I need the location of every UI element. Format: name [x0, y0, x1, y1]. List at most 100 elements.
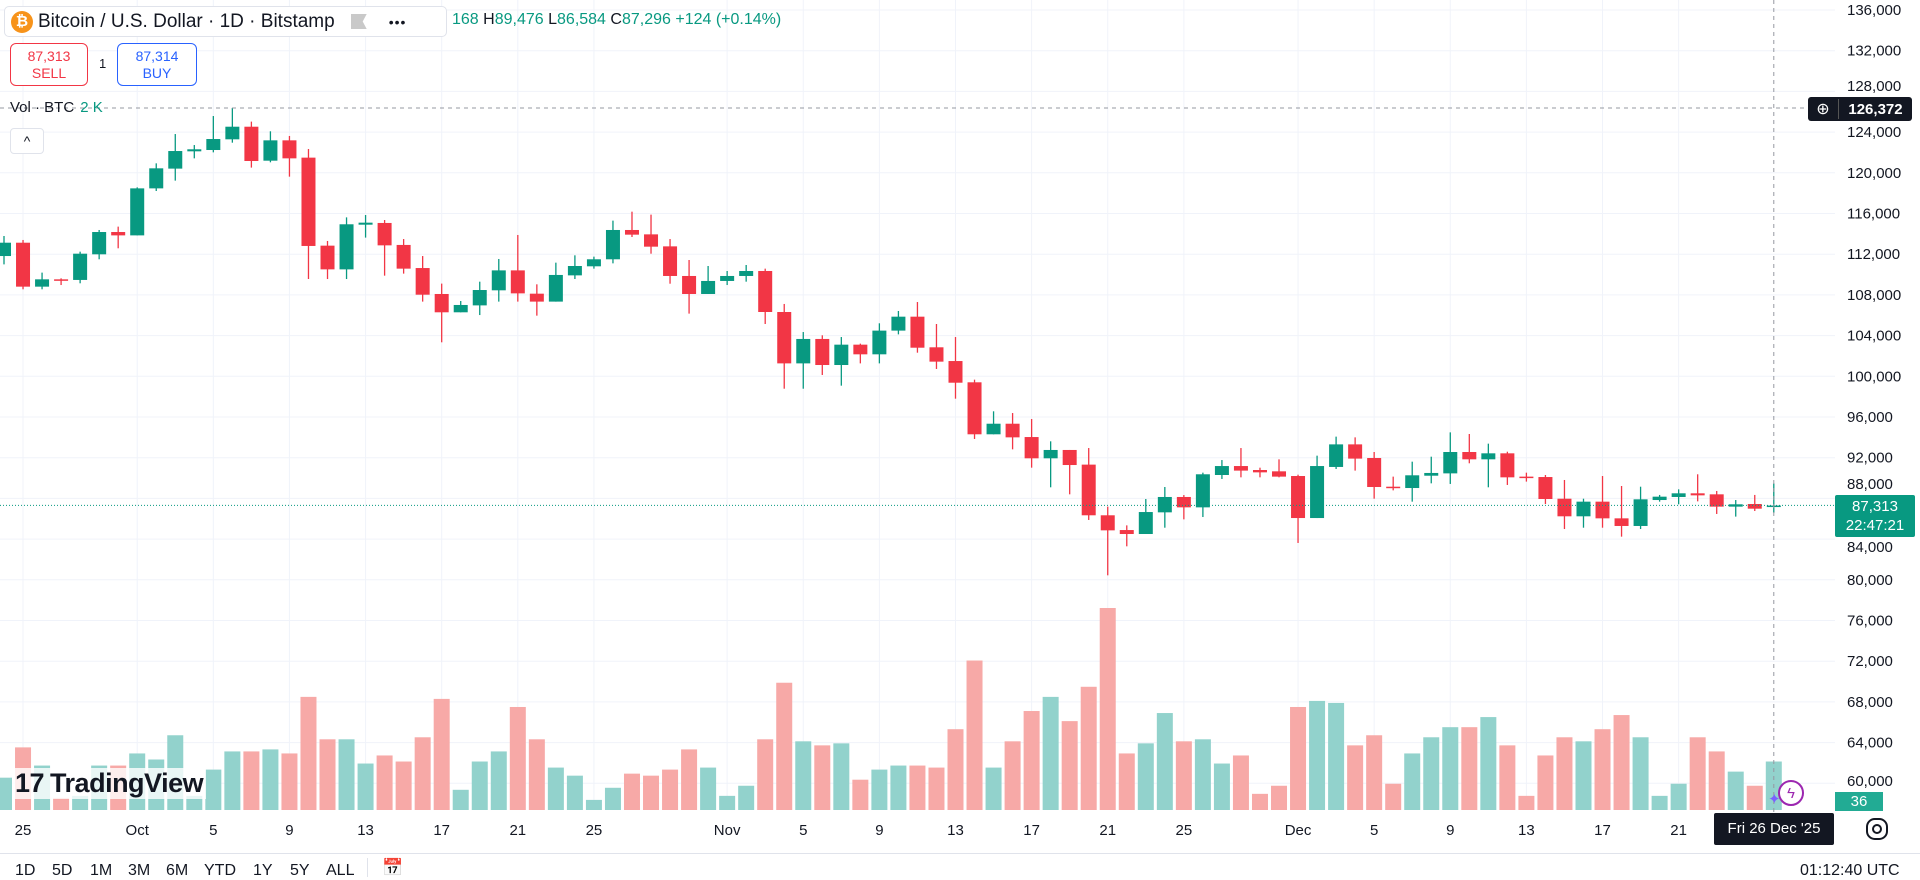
candle-body [358, 222, 373, 225]
sell-button[interactable]: 87,313 SELL [10, 43, 88, 86]
candle-body [1195, 474, 1210, 508]
volume-bar [243, 751, 260, 810]
high-marker-value: 126,372 [1848, 100, 1903, 118]
volume-bar [852, 779, 869, 810]
time-tick-label: 21 [1670, 822, 1687, 839]
volume-bar [1480, 717, 1497, 810]
volume-bar [395, 761, 412, 810]
candle-body [644, 234, 659, 247]
candle-body [986, 423, 1001, 435]
candle-body [16, 242, 31, 287]
candle-body [92, 232, 107, 255]
price-tick-label: 72,000 [1847, 653, 1893, 670]
range-button-1y[interactable]: 1Y [253, 862, 273, 879]
range-button-all[interactable]: ALL [326, 862, 355, 879]
volume-bar [528, 739, 545, 810]
volume-label: Vol · BTC [10, 99, 75, 116]
volume-bar [776, 682, 793, 810]
candle-body [777, 311, 792, 364]
volume-bar [1537, 755, 1554, 810]
price-tick-label: 100,000 [1847, 368, 1901, 385]
high-marker-badge[interactable]: ⊕ 126,372 [1808, 97, 1912, 121]
last-price: 87,313 [1852, 498, 1898, 515]
volume-bar [0, 777, 12, 810]
range-button-3m[interactable]: 3M [128, 862, 151, 879]
price-axis[interactable]: 136,000 132,000 128,000 124,000 120,000 116,0… [1847, 2, 1901, 790]
volume-bar [281, 753, 298, 810]
time-tick-label: 9 [285, 822, 293, 839]
volume-bar [1670, 783, 1687, 810]
candle-body [948, 361, 963, 383]
volume-bar [376, 755, 393, 810]
candle-body [853, 344, 868, 355]
plus-circle-icon[interactable]: ⊕ [1808, 99, 1839, 119]
volume-bar [1423, 737, 1440, 810]
candle-body [54, 279, 69, 281]
bar-countdown: 22:47:21 [1845, 517, 1905, 534]
price-tick-label: 104,000 [1847, 328, 1901, 345]
volume-bar [490, 751, 507, 810]
candle-body [929, 347, 944, 362]
symbol-legend[interactable]: ₿ Bitcoin / U.S. Dollar · 1D · Bitstamp … [4, 6, 447, 37]
buy-label: BUY [142, 64, 172, 81]
time-axis[interactable]: 25 Oct 5 9 13 17 21 25 Nov 5 9 13 17 21 25 Dec 5 9 13 17 21 [15, 822, 1687, 839]
range-button-5y[interactable]: 5Y [290, 862, 310, 879]
candle-body [1272, 471, 1287, 477]
symbol-title[interactable]: Bitcoin / U.S. Dollar · 1D · Bitstamp [38, 10, 335, 32]
price-tick-label: 112,000 [1847, 246, 1900, 263]
range-button-5d[interactable]: 5D [52, 862, 73, 879]
volume-bar [1290, 706, 1307, 810]
range-button-6m[interactable]: 6M [166, 862, 189, 879]
candle-body [244, 126, 259, 161]
sell-label: SELL [31, 64, 67, 81]
calendar-icon[interactable]: 📅 [382, 858, 404, 877]
chart-settings-icon[interactable] [1866, 818, 1888, 840]
candle-body [225, 126, 240, 140]
collapse-legend-button[interactable]: ^ [10, 128, 44, 154]
volume-bar [1632, 737, 1649, 810]
time-tick-label: 5 [209, 822, 217, 839]
price-tick-label: 124,000 [1847, 124, 1901, 141]
volume-bar [1651, 795, 1668, 810]
bottom-toolbar [0, 853, 1920, 878]
volume-legend[interactable]: Vol · BTC 2 K [10, 99, 103, 116]
bitcoin-icon: ₿ [11, 10, 33, 33]
range-button-ytd[interactable]: YTD [204, 862, 236, 879]
candle-body [1367, 458, 1382, 488]
lightning-icon[interactable]: ϟ [1778, 780, 1804, 806]
candle-body [111, 232, 126, 236]
candle-body [434, 293, 449, 313]
volume-bar [1746, 785, 1763, 810]
candle-body [1519, 476, 1534, 479]
price-tick-label: 84,000 [1847, 539, 1893, 556]
range-button-1m[interactable]: 1M [90, 862, 113, 879]
flag-icon[interactable] [350, 14, 367, 29]
utc-clock[interactable]: 01:12:40 UTC [1800, 862, 1900, 879]
low-label: L [548, 11, 558, 28]
order-quantity[interactable]: 1 [99, 56, 107, 71]
last-price-badge: 87,313 22:47:21 [1835, 495, 1915, 537]
price-tick-label: 68,000 [1847, 694, 1893, 711]
candle-body [1557, 498, 1572, 517]
time-tick-label: 25 [586, 822, 603, 839]
time-tick-label: 5 [799, 822, 807, 839]
volume-bar [795, 741, 812, 810]
buy-button[interactable]: 87,314 BUY [117, 43, 197, 86]
candle-body [1100, 515, 1115, 531]
volume-bar [1613, 715, 1630, 810]
volume-bar [1708, 751, 1725, 810]
candle-body [1252, 470, 1267, 473]
volume-bar [643, 775, 660, 810]
candle-body [491, 270, 506, 291]
price-tick-label: 108,000 [1847, 287, 1901, 304]
tradingview-logo[interactable]: 17 TradingView [12, 768, 207, 799]
volume-bar [1080, 686, 1097, 810]
candle-body [1043, 449, 1058, 459]
candle-body [567, 266, 582, 276]
volume-value: 2 K [80, 99, 103, 116]
tradingview-logo-text: TradingView [50, 768, 204, 798]
range-button-1d[interactable]: 1D [15, 862, 36, 879]
candlesticks [0, 107, 1781, 576]
more-icon[interactable]: ••• [388, 13, 407, 30]
